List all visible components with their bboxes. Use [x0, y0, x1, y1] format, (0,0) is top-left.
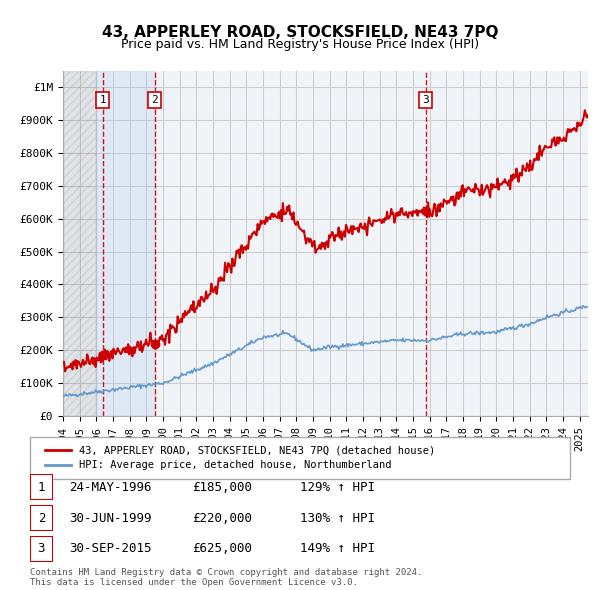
- Text: 2: 2: [151, 95, 158, 105]
- Text: 129% ↑ HPI: 129% ↑ HPI: [300, 481, 375, 494]
- Text: £220,000: £220,000: [192, 512, 252, 525]
- Text: £625,000: £625,000: [192, 542, 252, 555]
- Text: Price paid vs. HM Land Registry's House Price Index (HPI): Price paid vs. HM Land Registry's House …: [121, 38, 479, 51]
- Text: 1: 1: [38, 481, 45, 494]
- Text: 2: 2: [38, 512, 45, 525]
- Text: 149% ↑ HPI: 149% ↑ HPI: [300, 542, 375, 555]
- Text: 130% ↑ HPI: 130% ↑ HPI: [300, 512, 375, 525]
- Bar: [63, 71, 97, 416]
- Text: Contains HM Land Registry data © Crown copyright and database right 2024.
This d: Contains HM Land Registry data © Crown c…: [30, 568, 422, 587]
- Bar: [97, 71, 155, 416]
- Text: 3: 3: [38, 542, 45, 555]
- Legend: 43, APPERLEY ROAD, STOCKSFIELD, NE43 7PQ (detached house), HPI: Average price, d: 43, APPERLEY ROAD, STOCKSFIELD, NE43 7PQ…: [41, 441, 440, 474]
- Text: 30-SEP-2015: 30-SEP-2015: [69, 542, 151, 555]
- Text: 30-JUN-1999: 30-JUN-1999: [69, 512, 151, 525]
- Text: 43, APPERLEY ROAD, STOCKSFIELD, NE43 7PQ: 43, APPERLEY ROAD, STOCKSFIELD, NE43 7PQ: [102, 25, 498, 40]
- Text: £185,000: £185,000: [192, 481, 252, 494]
- Text: 24-MAY-1996: 24-MAY-1996: [69, 481, 151, 494]
- Text: 3: 3: [422, 95, 429, 105]
- Text: 1: 1: [99, 95, 106, 105]
